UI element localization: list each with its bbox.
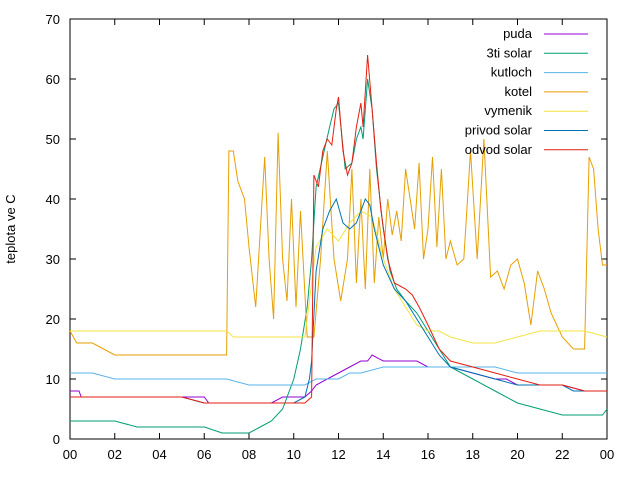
- x-tick-label: 02: [108, 447, 122, 462]
- legend-label: odvod solar: [465, 142, 533, 157]
- y-axis-label: teplota ve C: [3, 194, 18, 263]
- legend-label: privod solar: [465, 123, 533, 138]
- series-line-3ti-solar: [70, 78, 608, 434]
- x-tick-label: 22: [555, 447, 569, 462]
- legend: puda 3ti solar kutloch kotel vymenik privod s…: [465, 26, 588, 157]
- y-tick-label: 30: [46, 252, 60, 267]
- x-tick-label: 14: [376, 447, 390, 462]
- x-tick-label: 00: [63, 447, 77, 462]
- x-tick-label: 06: [197, 447, 211, 462]
- axis-ticks: 00 02 04 06 08 10 12 14 16 18 20 22 0001020304050607…: [46, 12, 615, 462]
- x-tick-label: 04: [152, 447, 166, 462]
- y-tick-label: 0: [53, 432, 60, 447]
- legend-label: kutloch: [491, 65, 532, 80]
- x-tick-label: 08: [242, 447, 256, 462]
- y-tick-label: 70: [46, 12, 60, 27]
- series-line-kotel: [69, 132, 607, 356]
- series-line-odvod-solar: [70, 54, 607, 404]
- x-tick-label: 18: [466, 447, 480, 462]
- y-tick-label: 10: [46, 372, 60, 387]
- legend-label: vymenik: [484, 103, 532, 118]
- y-tick-label: 60: [46, 72, 60, 87]
- series-line-privod-solar: [70, 197, 607, 404]
- x-tick-label: 20: [510, 447, 524, 462]
- x-tick-label: 12: [331, 447, 345, 462]
- legend-label: 3ti solar: [486, 45, 532, 60]
- x-tick-label: 10: [287, 447, 301, 462]
- x-tick-label: 00: [600, 447, 614, 462]
- legend-label: kotel: [505, 84, 533, 99]
- y-tick-label: 40: [46, 192, 60, 207]
- series-line-kutloch: [70, 366, 607, 386]
- series-line-vymenik: [70, 210, 608, 344]
- y-tick-label: 50: [46, 132, 60, 147]
- x-tick-label: 16: [421, 447, 435, 462]
- legend-label: puda: [503, 26, 533, 41]
- plot-frame: [69, 18, 608, 440]
- series-lines: [69, 54, 608, 434]
- y-tick-label: 20: [46, 312, 60, 327]
